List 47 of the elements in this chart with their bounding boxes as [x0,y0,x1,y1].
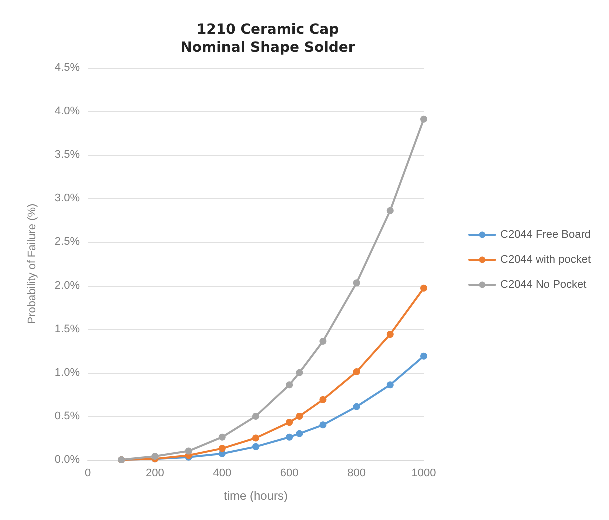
point [252,443,260,450]
x-axis-title: time (hours) [224,489,288,503]
y-tick-label: 2.0% [54,280,80,292]
legend-label: C2044 No Pocket [500,279,587,291]
point [420,284,428,292]
y-tick-label: 0.0% [54,454,80,466]
chart-title: 1210 Ceramic Cap Nominal Shape Solder [180,22,356,56]
point [185,448,192,455]
x-tick-label: 0 [84,468,92,480]
y-tick-label: 1.0% [54,366,80,379]
point [296,412,304,420]
point [296,430,304,438]
y-tick-label: 3.5% [54,149,80,162]
point [386,331,394,338]
x-tick-label: 400 [213,468,232,480]
point [420,116,428,123]
point [353,280,360,287]
point [420,352,428,360]
point [320,422,327,429]
point [152,453,159,460]
point [296,369,304,376]
point [320,396,327,404]
point [320,338,327,346]
point [286,434,294,441]
point [353,368,360,376]
point [386,207,394,214]
point [286,382,294,389]
y-tick-label: 3.0% [54,192,80,205]
point [218,445,226,452]
legend-label: C2044 with pocket [500,254,591,266]
point [218,434,226,441]
point [353,403,360,410]
x-tick-label: 800 [348,468,366,480]
y-tick-label: 4.5% [54,62,80,74]
legend-label: C2044 Free Board [500,229,591,241]
y-tick-label: 4.0% [54,106,80,118]
x-tick-label: 600 [280,468,299,480]
y-tick-label: 1.5% [54,323,80,336]
y-axis-title: Probability of Failure (%) [26,204,38,324]
point [252,412,260,420]
point [386,382,394,389]
y-tick-label: 0.5% [54,410,80,422]
point [286,419,294,426]
point [252,434,260,442]
x-tick-label: 1000 [412,468,436,480]
y-tick-label: 2.5% [54,236,80,248]
x-tick-label: 200 [146,468,164,480]
